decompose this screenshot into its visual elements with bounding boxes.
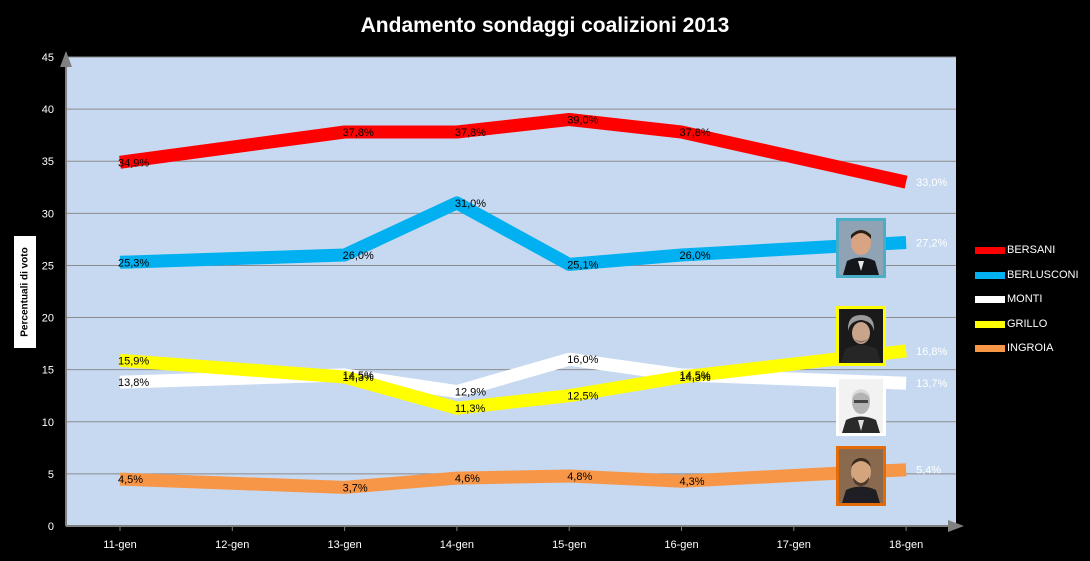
- y-axis-label: Percentuali di voto: [19, 247, 31, 337]
- legend-item-grillo: GRILLO: [975, 318, 1085, 343]
- data-label: 4,6%: [455, 473, 480, 485]
- y-tick-label: 40: [42, 104, 54, 116]
- legend-label: INGROIA: [1007, 342, 1054, 354]
- x-tick-label: 16-gen: [664, 539, 698, 551]
- data-label: 14,5%: [343, 370, 374, 382]
- data-label: 37,8%: [680, 127, 711, 139]
- berlusconi-portrait-icon: [836, 218, 886, 278]
- legend-swatch: [975, 271, 1005, 279]
- legend-swatch: [975, 320, 1005, 328]
- data-label: 12,9%: [455, 387, 486, 399]
- y-tick-label: 20: [42, 313, 54, 325]
- data-label: 37,8%: [455, 127, 486, 139]
- plot-area: [66, 57, 956, 526]
- legend: BERSANI BERLUSCONI MONTI GRILLO INGROIA: [975, 244, 1085, 367]
- data-label: 15,9%: [118, 355, 149, 367]
- legend-label: BERSANI: [1007, 244, 1056, 256]
- data-label: 13,7%: [916, 378, 947, 390]
- x-tick-label: 11-gen: [103, 539, 136, 551]
- series-line-bersani: [119, 113, 908, 189]
- monti-portrait-icon: [836, 376, 886, 436]
- x-tick-label: 17-gen: [777, 539, 811, 551]
- data-label: 16,8%: [916, 346, 947, 358]
- y-tick-label: 5: [48, 469, 54, 481]
- data-label: 4,3%: [680, 476, 705, 488]
- series-line-grillo: [119, 344, 907, 415]
- data-label: 14,5%: [680, 370, 711, 382]
- data-label: 31,0%: [455, 198, 486, 210]
- legend-label: BERLUSCONI: [1007, 268, 1079, 281]
- data-label: 13,8%: [118, 377, 149, 389]
- legend-swatch: [975, 296, 1005, 303]
- y-tick-label: 0: [48, 521, 54, 533]
- y-tick-label: 35: [42, 156, 54, 168]
- y-tick-label: 10: [42, 417, 54, 429]
- data-label: 25,3%: [118, 257, 149, 269]
- x-tick-label: 12-gen: [215, 539, 249, 551]
- data-label: 37,8%: [343, 127, 374, 139]
- legend-swatch: [975, 345, 1005, 352]
- data-label: 34,9%: [118, 157, 149, 169]
- legend-swatch: [975, 247, 1005, 254]
- data-label: 27,2%: [916, 238, 947, 250]
- legend-item-berlusconi: BERLUSCONI: [975, 269, 1085, 294]
- data-label: 14,3%: [343, 372, 374, 384]
- data-label: 39,0%: [567, 115, 598, 127]
- y-tick-label: 30: [42, 208, 54, 220]
- data-label: 3,7%: [343, 482, 368, 494]
- x-tick-label: 15-gen: [552, 539, 586, 551]
- data-label: 26,0%: [680, 250, 711, 262]
- chart-title: Andamento sondaggi coalizioni 2013: [360, 14, 730, 37]
- grillo-portrait-icon: [836, 306, 886, 366]
- data-label: 14,3%: [680, 372, 711, 384]
- data-label: 16,0%: [567, 354, 598, 366]
- legend-item-ingroia: INGROIA: [975, 342, 1085, 367]
- y-tick-label: 25: [42, 260, 54, 272]
- y-axis-arrow: [60, 51, 72, 67]
- data-label: 4,5%: [118, 474, 143, 486]
- x-axis-arrow: [948, 520, 964, 532]
- data-label: 5,4%: [916, 465, 941, 477]
- legend-label: MONTI: [1007, 293, 1043, 305]
- legend-item-monti: MONTI: [975, 293, 1085, 318]
- y-axis-label-box: Percentuali di voto: [14, 236, 36, 348]
- y-tick-label: 45: [42, 52, 54, 64]
- series-line-berlusconi: [119, 196, 907, 271]
- x-tick-label: 13-gen: [327, 539, 361, 551]
- data-label: 12,5%: [567, 391, 598, 403]
- data-label: 11,3%: [455, 403, 486, 415]
- legend-label: GRILLO: [1007, 317, 1048, 330]
- data-label: 33,0%: [916, 177, 947, 189]
- series-line-ingroia: [119, 463, 907, 494]
- legend-item-bersani: BERSANI: [975, 244, 1085, 269]
- data-label: 4,8%: [567, 471, 592, 483]
- x-tick-label: 18-gen: [889, 539, 923, 551]
- x-tick-label: 14-gen: [440, 539, 474, 551]
- y-tick-label: 15: [42, 365, 54, 377]
- ingroia-portrait-icon: [836, 446, 886, 506]
- data-label: 26,0%: [343, 250, 374, 262]
- data-label: 25,1%: [567, 259, 598, 271]
